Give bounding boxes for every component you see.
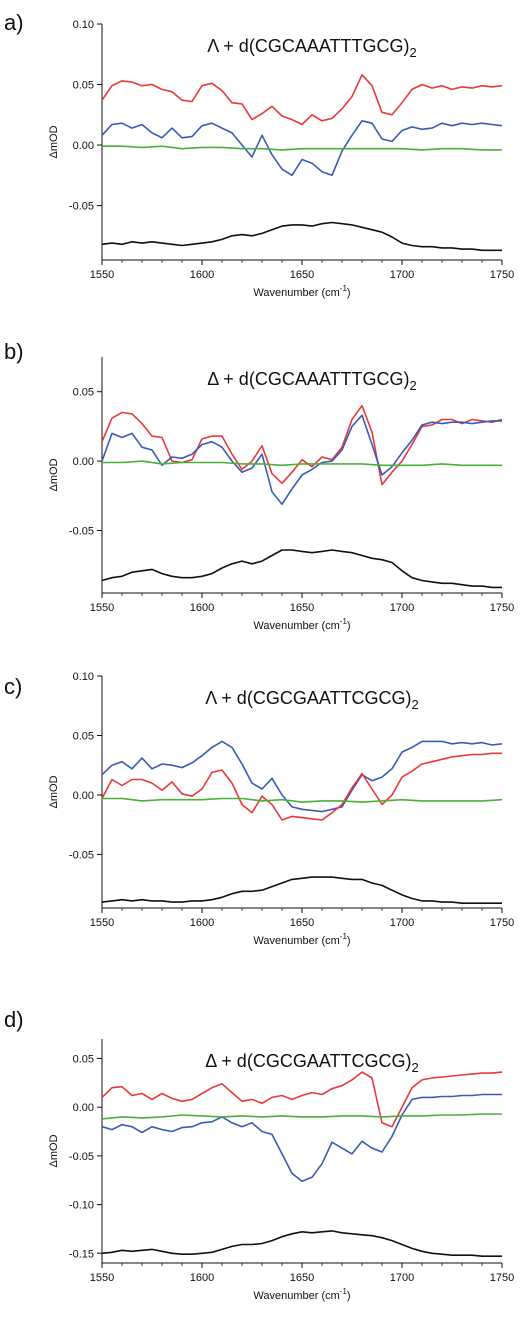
x-tick-label: 1600 (190, 269, 214, 281)
series-line-4 (101, 221, 502, 252)
y-tick-label: 0.05 (73, 80, 94, 92)
x-tick-label: 1750 (490, 917, 514, 929)
y-axis-title: ΔmOD (48, 125, 60, 158)
x-axis-title-main: Wavenumber (cm (253, 1290, 339, 1302)
x-tick-label: 1600 (190, 602, 214, 614)
y-tick-label: -0.05 (69, 201, 94, 213)
x-tick-label: 1650 (290, 269, 314, 281)
panel-c: c) 1550 1600 1650 1700 1750 0.10 0.05 0.00 -0.05… (0, 666, 523, 999)
panel-label: a) (4, 10, 24, 35)
series-line-1 (101, 740, 503, 813)
panel-a: a) 1550 1600 1650 1700 1750 0.10 0.05 0.00 -0.05… (0, 0, 523, 333)
x-tick-label: 1550 (90, 269, 114, 281)
series-line-1 (101, 74, 503, 126)
y-tick-label: 0.05 (73, 1053, 94, 1065)
y-tick-label: 0.10 (73, 671, 94, 683)
series-line-2 (101, 1093, 502, 1182)
series-line-1 (101, 1071, 503, 1128)
x-tick-label: 1650 (290, 602, 314, 614)
x-axis-title: Wavenumber (cm-1) (253, 1287, 350, 1302)
x-axis-title: Wavenumber (cm-1) (253, 932, 350, 947)
x-tick-label: 1650 (290, 1272, 314, 1284)
x-axis-title-sup: -1 (340, 617, 348, 626)
series-line-3 (102, 797, 503, 803)
y-tick-label: 0.00 (73, 1102, 94, 1114)
y-tick-label: 0.05 (73, 387, 94, 399)
x-axis-title: Wavenumber (cm-1) (253, 284, 350, 299)
y-tick-label: 0.00 (73, 456, 94, 468)
y-tick-label: -0.05 (69, 526, 94, 538)
chart-title: Λ + d(CGCAAATTTGCG)2 (207, 36, 416, 60)
x-axis-title-close: ) (347, 287, 351, 299)
series-line-3 (102, 460, 502, 467)
panel-label: d) (4, 1007, 24, 1032)
series-line-3 (101, 1113, 502, 1120)
x-tick-label: 1550 (90, 1272, 114, 1284)
x-tick-label: 1650 (290, 917, 314, 929)
x-tick-label: 1700 (390, 602, 414, 614)
series-line-2 (101, 120, 503, 177)
panel-label: b) (4, 339, 24, 364)
chart-title-main: Δ + d(CGCGAATTCGCG) (205, 1051, 411, 1071)
x-tick-label: 1600 (190, 1272, 214, 1284)
x-tick-label: 1750 (490, 1272, 514, 1284)
y-tick-label: 0.05 (73, 730, 94, 742)
x-tick-label: 1550 (90, 917, 114, 929)
y-tick-label: -0.10 (69, 1200, 94, 1212)
y-axis-title: ΔmOD (48, 458, 60, 491)
x-axis-title-close: ) (347, 620, 351, 632)
x-tick-label: 1600 (190, 917, 214, 929)
chart-title-subscript: 2 (409, 45, 416, 60)
y-tick-label: 0.00 (73, 790, 94, 802)
y-axis-title: ΔmOD (48, 775, 60, 808)
chart-c: 1550 1600 1650 1700 1750 0.10 0.05 0.00 -0.05 ΔmO… (48, 671, 514, 947)
x-axis-title-close: ) (347, 935, 351, 947)
x-axis-title-main: Wavenumber (cm (253, 287, 339, 299)
series-line-3 (102, 145, 502, 151)
chart-title: Λ + d(CGCGAATTCGCG)2 (205, 688, 418, 712)
x-axis-title-main: Wavenumber (cm (253, 620, 339, 632)
x-tick-label: 1550 (90, 602, 114, 614)
y-tick-label: -0.15 (69, 1248, 94, 1260)
x-tick-label: 1750 (490, 269, 514, 281)
chart-title-main: Λ + d(CGCGAATTCGCG) (205, 688, 411, 708)
panel-d: d) 1550 1600 1650 1700 1750 0.05 0.00 -0.05 -0.1… (0, 999, 523, 1333)
x-tick-label: 1700 (390, 1272, 414, 1284)
x-axis-title: Wavenumber (cm-1) (253, 617, 350, 632)
y-tick-label: 0.00 (73, 140, 94, 152)
chart-title-subscript: 2 (411, 1060, 418, 1075)
series-line-4 (101, 1230, 502, 1257)
panel-b: b) 1550 1600 1650 1700 1750 0.05 0.00 -0.05 ΔmOD… (0, 333, 523, 666)
x-axis-title-sup: -1 (340, 1287, 348, 1296)
y-tick-label: -0.05 (69, 1151, 94, 1163)
series-line-2 (101, 414, 502, 505)
x-tick-label: 1700 (390, 269, 414, 281)
chart-b: 1550 1600 1650 1700 1750 0.05 0.00 -0.05 ΔmOD Wav… (48, 357, 514, 632)
x-axis-title-close: ) (347, 1290, 351, 1302)
chart-d: 1550 1600 1650 1700 1750 0.05 0.00 -0.05 -0.10 -0… (48, 1039, 514, 1302)
y-tick-label: 0.10 (73, 19, 94, 31)
series-line-4 (101, 549, 502, 589)
chart-title-main: Λ + d(CGCAAATTTGCG) (207, 36, 409, 56)
chart-a: 1550 1600 1650 1700 1750 0.10 0.05 0.00 -0.05 ΔmO… (48, 19, 514, 299)
x-axis-title-main: Wavenumber (cm (253, 935, 339, 947)
x-axis-title-sup: -1 (340, 932, 348, 941)
chart-title: Δ + d(CGCAAATTTGCG)2 (207, 369, 416, 393)
panel-label: c) (4, 674, 23, 699)
series-line-2 (101, 752, 502, 821)
chart-title: Δ + d(CGCGAATTCGCG)2 (205, 1051, 418, 1075)
series-line-4 (101, 876, 502, 904)
x-tick-label: 1700 (390, 917, 414, 929)
chart-title-subscript: 2 (409, 378, 416, 393)
chart-title-main: Δ + d(CGCAAATTTGCG) (207, 369, 409, 389)
y-tick-label: -0.05 (69, 849, 94, 861)
series-line-1 (101, 404, 503, 486)
x-axis-title-sup: -1 (340, 284, 348, 293)
chart-title-subscript: 2 (411, 697, 418, 712)
x-tick-label: 1750 (490, 602, 514, 614)
y-axis-title: ΔmOD (48, 1134, 60, 1167)
